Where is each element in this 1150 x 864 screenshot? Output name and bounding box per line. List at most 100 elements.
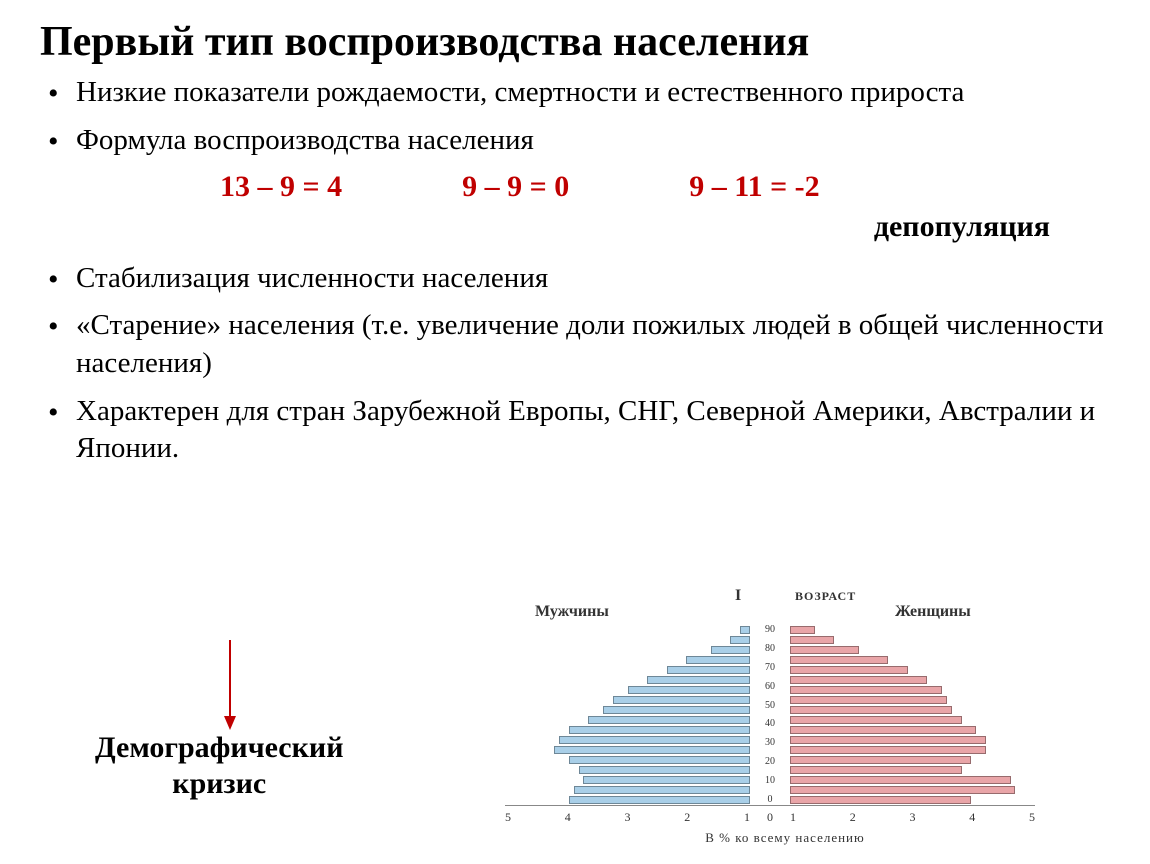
pyramid-bar-row (790, 745, 986, 755)
pyramid-x-axis-left: 54321 (505, 810, 750, 825)
pyramid-female-bar (790, 766, 962, 774)
pyramid-bar-row (790, 635, 834, 645)
formula-1: 13 – 9 = 4 (220, 170, 342, 204)
pyramid-age-tick: 60 (765, 682, 775, 692)
pyramid-female-bar (790, 786, 1015, 794)
pyramid-bar-row (613, 695, 750, 705)
pyramid-bar-row (790, 655, 888, 665)
pyramid-x-tick: 3 (910, 810, 916, 825)
pyramid-bar-row (790, 765, 962, 775)
pyramid-male-bar (569, 756, 750, 764)
pyramid-bar-row (790, 645, 859, 655)
pyramid-bar-row (790, 735, 986, 745)
pyramid-female-bar (790, 706, 952, 714)
pyramid-age-tick: 40 (765, 719, 775, 729)
demographic-crisis-line1: Демографический (95, 730, 343, 766)
pyramid-x-axis: 54321 0 12345 (505, 810, 1065, 825)
bullet-list: Низкие показатели рождаемости, смертност… (40, 74, 1110, 159)
pyramid-bar-row (790, 665, 908, 675)
pyramid-male-bar (554, 746, 750, 754)
pyramid-age-tick: 10 (765, 776, 775, 786)
slide: Первый тип воспроизводства населения Низ… (0, 0, 1150, 864)
pyramid-bar-row (667, 665, 750, 675)
pyramid-x-tick: 2 (684, 810, 690, 825)
pyramid-female-side (790, 625, 1035, 805)
pyramid-female-bar (790, 776, 1011, 784)
pyramid-bar-row (711, 645, 750, 655)
pyramid-female-bar (790, 736, 986, 744)
pyramid-bar-row (790, 795, 971, 805)
pyramid-male-bar (559, 736, 750, 744)
pyramid-x-tick: 1 (790, 810, 796, 825)
page-title: Первый тип воспроизводства населения (40, 18, 1110, 66)
arrow-down-icon (220, 640, 240, 730)
pyramid-female-bar (790, 676, 927, 684)
pyramid-male-bar (686, 656, 750, 664)
pyramid-bar-row (790, 705, 952, 715)
pyramid-x-caption: В % ко всему населению (505, 830, 1065, 846)
pyramid-bar-row (603, 705, 750, 715)
pyramid-male-bar (628, 686, 751, 694)
pyramid-bar-row (583, 775, 750, 785)
pyramid-x-tick: 4 (969, 810, 975, 825)
pyramid-bar-row (790, 725, 976, 735)
pyramid-age-tick: 50 (765, 701, 775, 711)
pyramid-bar-row (554, 745, 750, 755)
pyramid-bar-row (790, 785, 1015, 795)
pyramid-male-side (505, 625, 750, 805)
pyramid-bar-row (790, 715, 962, 725)
pyramid-type-label: I (735, 587, 741, 605)
pyramid-age-title: ВОЗРАСТ (795, 589, 856, 604)
pyramid-male-bar (569, 726, 750, 734)
pyramid-female-bar (790, 656, 888, 664)
pyramid-bar-row (559, 735, 750, 745)
bullet-formula-title: Формула воспроизводства населения (40, 122, 1110, 160)
pyramid-female-bar (790, 756, 971, 764)
bullet-regions: Характерен для стран Зарубежной Европы, … (40, 393, 1110, 468)
pyramid-x-axis-line (505, 805, 1035, 806)
pyramid-age-tick: 20 (765, 757, 775, 767)
pyramid-male-bar (588, 716, 750, 724)
pyramid-age-axis: 90 80 70 60 50 40 30 20 10 0 (750, 625, 790, 805)
demographic-crisis-line2: кризис (95, 766, 343, 802)
pyramid-x-tick: 4 (565, 810, 571, 825)
pyramid-bar-row (740, 625, 750, 635)
pyramid-x-tick: 3 (625, 810, 631, 825)
bullet-stabilization: Стабилизация численности населения (40, 260, 1110, 298)
pyramid-x-tick: 2 (850, 810, 856, 825)
pyramid-male-bar (730, 636, 750, 644)
pyramid-age-tick: 80 (765, 644, 775, 654)
pyramid-age-tick: 90 (765, 625, 775, 635)
pyramid-male-bar (613, 696, 750, 704)
demographic-crisis-label: Демографический кризис (95, 730, 343, 802)
pyramid-female-bar (790, 796, 971, 804)
pyramid-female-bar (790, 696, 947, 704)
pyramid-male-bar (569, 796, 750, 804)
pyramid-male-bar (667, 666, 750, 674)
formula-row: 13 – 9 = 4 9 – 9 = 0 9 – 11 = -2 (220, 170, 1110, 204)
pyramid-male-bar (603, 706, 750, 714)
bullet-aging: «Старение» населения (т.е. увеличение до… (40, 307, 1110, 382)
population-pyramid: I ВОЗРАСТ Мужчины Женщины 90807060504030… (505, 595, 1095, 855)
pyramid-bar-row (790, 775, 1011, 785)
pyramid-x-tick: 5 (1029, 810, 1035, 825)
pyramid-age-tick: 30 (765, 738, 775, 748)
pyramid-bar-row (588, 715, 750, 725)
pyramid-age-tick: 0 (768, 795, 773, 805)
pyramid-x-axis-right: 1 2 3 4 5 (790, 810, 1035, 825)
bullet-list-2: Стабилизация численности населения «Стар… (40, 260, 1110, 468)
pyramid-female-bar (790, 746, 986, 754)
pyramid-bar-row (790, 685, 942, 695)
pyramid-male-bar (647, 676, 750, 684)
pyramid-male-bar (583, 776, 750, 784)
pyramid-female-bar (790, 686, 942, 694)
bullet-low-rates: Низкие показатели рождаемости, смертност… (40, 74, 1110, 112)
pyramid-men-label: Мужчины (535, 603, 609, 621)
pyramid-female-bar (790, 636, 834, 644)
pyramid-female-bar (790, 716, 962, 724)
pyramid-age-tick: 70 (765, 663, 775, 673)
pyramid-bar-row (574, 785, 750, 795)
formula-2: 9 – 9 = 0 (462, 170, 569, 204)
formula-3: 9 – 11 = -2 (689, 170, 819, 204)
pyramid-women-label: Женщины (895, 603, 971, 621)
